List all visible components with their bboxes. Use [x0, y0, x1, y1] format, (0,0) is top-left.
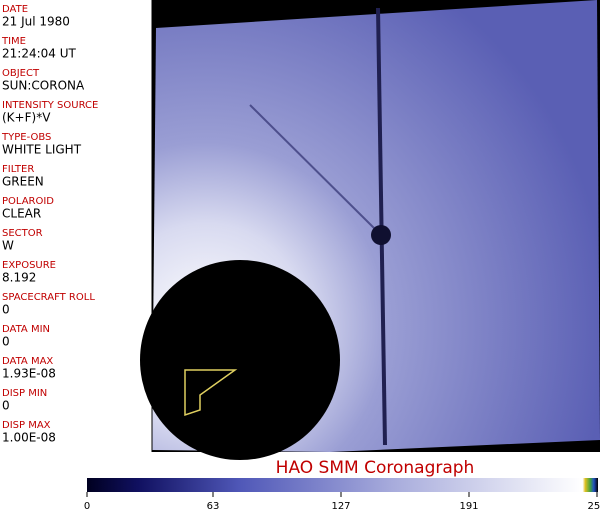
field-label: TYPE-OBS: [1, 132, 51, 143]
field-label: EXPOSURE: [2, 260, 56, 271]
field-label: SECTOR: [2, 228, 43, 239]
field-value: WHITE LIGHT: [2, 143, 82, 157]
field-value: 0: [2, 399, 10, 413]
image-title: HAO SMM Coronagraph: [276, 458, 475, 478]
field-label: SPACECRAFT ROLL: [2, 292, 95, 303]
field-label: INTENSITY SOURCE: [2, 100, 98, 111]
field-label: DATA MIN: [2, 324, 50, 335]
streak: [249, 104, 379, 233]
field-value: W: [2, 239, 14, 253]
field-label: TIME: [1, 36, 26, 47]
pylon-end: [371, 225, 391, 245]
colorbar-tick-label: 191: [459, 501, 478, 512]
field-value: 0: [2, 303, 10, 317]
field-label: POLAROID: [2, 196, 54, 207]
field-value: 21 Jul 1980: [2, 15, 70, 29]
colorbar-tick-label: 0: [84, 501, 90, 512]
field-label: DISP MIN: [2, 388, 47, 399]
field-label: DISP MAX: [2, 420, 51, 431]
colorbar-tick-label: 127: [331, 501, 350, 512]
field-label: DATE: [2, 4, 28, 15]
marker: [184, 369, 238, 417]
field-value: (K+F)*V: [2, 111, 51, 125]
field-value: 0: [2, 335, 10, 349]
field-value: SUN:CORONA: [2, 79, 85, 93]
field-value: 1.00E-08: [2, 431, 56, 445]
field-value: 21:24:04 UT: [2, 47, 76, 61]
colorbar: [87, 478, 598, 492]
field-label: FILTER: [2, 164, 34, 175]
field-value: CLEAR: [2, 207, 41, 221]
colorbar-tick-label: 63: [207, 501, 220, 512]
field-label: DATA MAX: [2, 356, 53, 367]
occulting-disk: [140, 260, 340, 460]
field-value: 8.192: [2, 271, 36, 285]
field-value: 1.93E-08: [2, 367, 56, 381]
colorbar-tick-label: 255: [587, 501, 600, 512]
field-label: OBJECT: [2, 68, 40, 79]
field-value: GREEN: [2, 175, 44, 189]
colorbar-ticks: 0 63 127 191 255: [84, 492, 600, 512]
